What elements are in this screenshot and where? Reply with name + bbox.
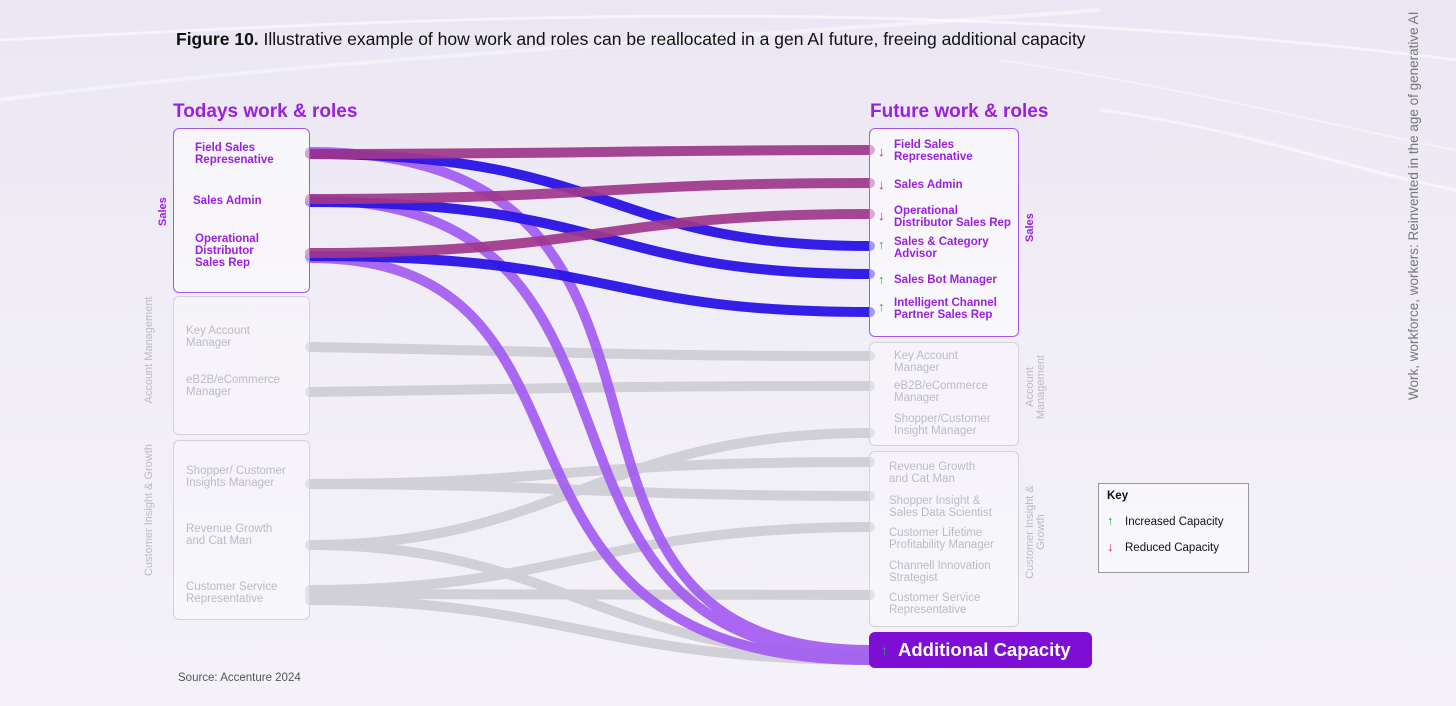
- right-role-distributor: Operational Distributor Sales Rep: [894, 205, 1011, 229]
- left-sales-group-label: Sales: [157, 197, 169, 226]
- left-role-key-account: Key Account Manager: [186, 325, 250, 349]
- flow-customer-service-to-capacity: [305, 595, 875, 665]
- legend-item-increased: ↑ Increased Capacity: [1107, 514, 1223, 528]
- right-role-channel-partner: Intelligent Channel Partner Sales Rep: [894, 297, 997, 321]
- left-role-field-sales: Field Sales Represenative: [195, 142, 274, 166]
- increased-arrow-icon: ↑: [881, 641, 888, 658]
- left-sales-group: [173, 128, 310, 293]
- left-role-distributor: Operational Distributor Sales Rep: [195, 233, 259, 269]
- reduced-arrow-icon: ↓: [878, 208, 885, 223]
- flow-eb2b: [305, 381, 875, 397]
- left-insight-group-label: Customer Insight & Growth: [143, 443, 155, 577]
- left-role-sales-admin: Sales Admin: [193, 195, 262, 207]
- right-account-group: [869, 342, 1019, 446]
- right-role-revenue-growth: Revenue Growth and Cat Man: [889, 461, 976, 485]
- reduced-arrow-icon: ↓: [878, 177, 885, 192]
- right-insight-group: [869, 451, 1019, 627]
- source-note: Source: Accenture 2024: [178, 672, 301, 684]
- flow-field-sales-to-advisor: [305, 149, 875, 251]
- left-column-heading: Todays work & roles: [173, 101, 358, 122]
- legend-item-reduced: ↓ Reduced Capacity: [1107, 540, 1219, 554]
- right-role-key-account: Key Account Manager: [894, 350, 958, 374]
- figure-title-text: Illustrative example of how work and rol…: [263, 29, 1086, 49]
- flow-customer-service-to-lifetime: [305, 522, 875, 595]
- flow-sales-admin-to-capacity: [305, 195, 875, 660]
- flow-revenue-to-shopper-insight: [305, 428, 875, 550]
- flow-sales-admin-retained: [305, 178, 875, 204]
- right-role-shopper-insight: Shopper/Customer Insight Manager: [894, 413, 991, 437]
- legend-item-increased-label: Increased Capacity: [1125, 516, 1224, 528]
- additional-capacity-label: Additional Capacity: [898, 639, 1071, 660]
- legend: Key ↑ Increased Capacity ↓ Reduced Capacit…: [1098, 483, 1249, 573]
- figure-title: Figure 10. Illustrative example of how w…: [176, 29, 1086, 50]
- left-insight-group: [173, 440, 310, 620]
- right-sales-group-label: Sales: [1024, 213, 1036, 242]
- left-role-revenue-growth: Revenue Growth and Cat Man: [186, 523, 273, 547]
- reduced-arrow-icon: ↓: [878, 144, 885, 159]
- flow-sales-admin-to-bot-manager: [305, 197, 875, 279]
- right-role-eb2b: eB2B/eCommerce Manager: [894, 380, 988, 404]
- left-role-shopper-insights: Shopper/ Customer Insights Manager: [186, 465, 286, 489]
- left-account-group: [173, 296, 310, 435]
- legend-title: Key: [1107, 490, 1129, 502]
- right-account-group-label: Account Management: [1024, 354, 1047, 420]
- right-role-customer-service: Customer Service Representative: [889, 592, 981, 616]
- flow-field-sales-to-capacity: [305, 147, 875, 655]
- legend-item-reduced-label: Reduced Capacity: [1125, 542, 1219, 554]
- increased-arrow-icon: ↑: [878, 272, 885, 287]
- left-role-customer-service: Customer Service Representative: [186, 581, 278, 605]
- right-role-advisor: Sales & Category Advisor: [894, 236, 989, 260]
- right-role-sales-admin: Sales Admin: [894, 179, 963, 191]
- right-role-bot-manager: Sales Bot Manager: [894, 274, 997, 286]
- right-role-lifetime-profitability: Customer Lifetime Profitability Manager: [889, 527, 994, 551]
- right-role-data-scientist: Shopper Insight & Sales Data Scientist: [889, 495, 992, 519]
- side-note: Work, workforce, workers: Reinvented in …: [1406, 11, 1421, 400]
- right-role-field-sales: Field Sales Represenative: [894, 139, 973, 163]
- increased-arrow-icon: ↑: [878, 237, 885, 252]
- increased-arrow-icon: ↑: [878, 299, 885, 314]
- flow-customer-service-to-service: [305, 589, 875, 600]
- flow-distributor-retained: [305, 209, 875, 258]
- increased-arrow-icon: ↑: [1107, 513, 1114, 528]
- flow-distributor-to-capacity: [305, 253, 875, 665]
- right-sales-group: [869, 128, 1019, 337]
- flow-distributor-to-channel-partner: [305, 251, 875, 317]
- additional-capacity-box: ↑ Additional Capacity: [869, 632, 1092, 668]
- flow-key-account: [305, 342, 875, 361]
- left-role-eb2b: eB2B/eCommerce Manager: [186, 374, 280, 398]
- figure-number: Figure 10.: [176, 29, 259, 49]
- left-account-group-label: Account Management: [143, 296, 155, 404]
- right-column-heading: Future work & roles: [870, 101, 1049, 122]
- reduced-arrow-icon: ↓: [1107, 539, 1114, 554]
- flow-field-sales-retained: [305, 145, 875, 159]
- right-insight-group-label: Customer Insight & Growth: [1024, 485, 1047, 579]
- right-role-channel-innovation: Channell Innovation Strategist: [889, 560, 991, 584]
